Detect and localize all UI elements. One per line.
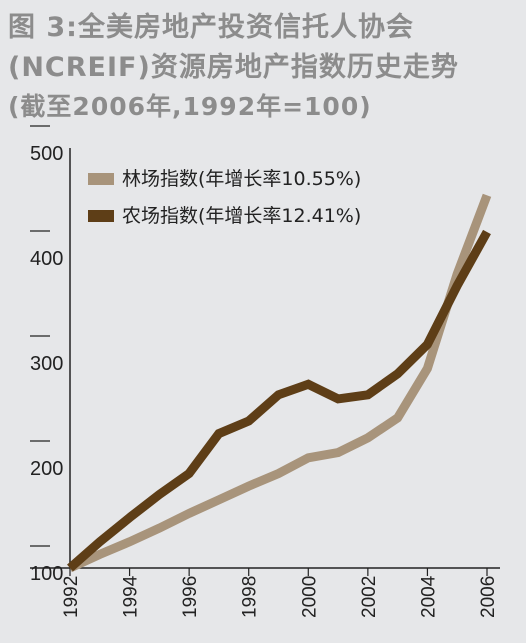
legend-swatch-farm (88, 210, 114, 222)
x-tick-label: 2000 (299, 576, 320, 618)
y-tick-label: 100 (30, 563, 63, 585)
legend-label-forest: 林场指数(年增长率10.55%) (122, 168, 361, 190)
chart-title: 图 3:全美房地产投资信托人协会 (NCREIF)资源房地产指数历史走势 (截至… (8, 8, 520, 126)
x-tick-label: 2004 (418, 575, 439, 618)
x-tick-label: 1996 (180, 576, 201, 618)
x-tick-label: 1998 (240, 576, 261, 618)
y-ticks: 500 400 300 200 100 (30, 125, 63, 585)
title-line-2: (NCREIF)资源房地产指数历史走势 (8, 52, 459, 83)
series-lines (67, 193, 492, 573)
x-tick-label: 1992 (61, 576, 82, 618)
forest-index-line (68, 193, 492, 573)
axes (30, 148, 500, 569)
x-tick-label: 2006 (478, 576, 499, 618)
y-tick-label: 200 (30, 458, 63, 480)
y-tick-label: 400 (30, 248, 63, 270)
x-tick-label: 1994 (121, 575, 142, 618)
legend: 林场指数(年增长率10.55%) 农场指数(年增长率12.41%) (88, 168, 361, 227)
legend-swatch-forest (88, 173, 114, 185)
farm-index-line (67, 229, 491, 572)
legend-label-farm: 农场指数(年增长率12.41%) (122, 205, 361, 227)
title-line-1: 图 3:全美房地产投资信托人协会 (8, 12, 414, 43)
x-tick-label: 2002 (359, 576, 380, 618)
title-line-3: (截至2006年,1992年=100) (8, 92, 372, 121)
x-ticks: 1992 1994 1996 1998 2000 2002 2004 2006 (61, 568, 499, 618)
y-tick-label: 300 (30, 353, 63, 375)
y-tick-label: 500 (30, 143, 63, 165)
